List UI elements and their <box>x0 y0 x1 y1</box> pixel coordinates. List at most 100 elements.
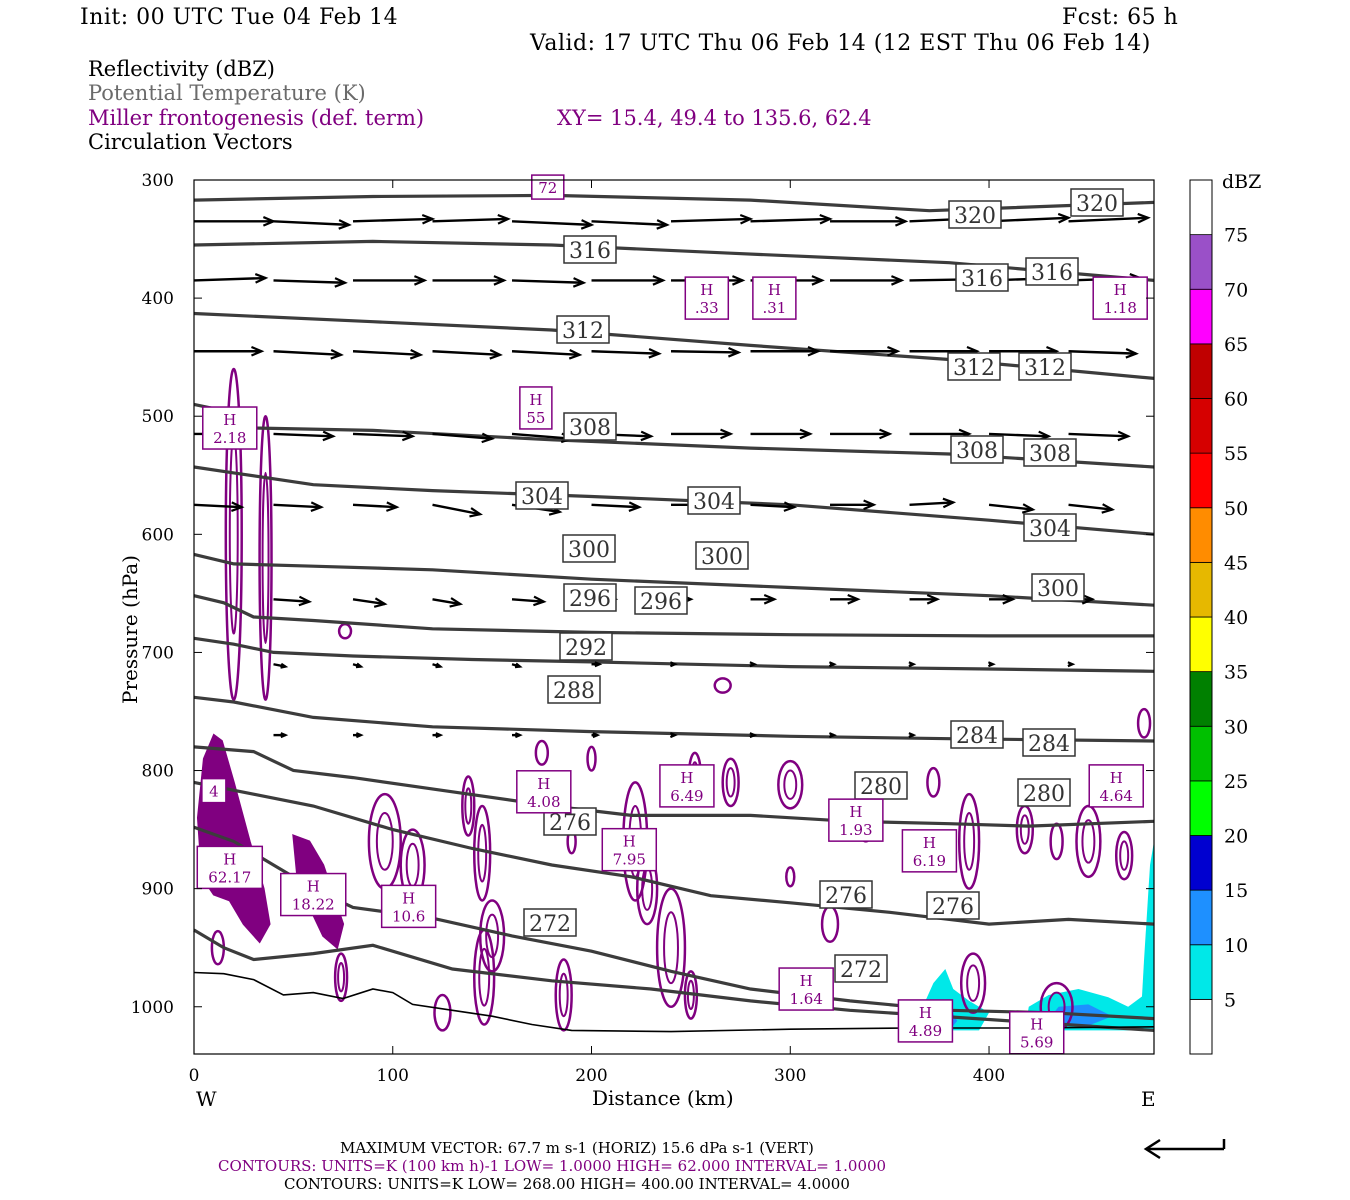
theta-label: 308 <box>563 412 617 441</box>
vector-arrow <box>511 219 595 230</box>
vector-arrow <box>750 213 833 225</box>
frontogenesis-contour-inner-32 <box>478 947 491 1007</box>
reference-vector-arrow <box>1143 1138 1226 1160</box>
vector-arrow <box>273 349 344 360</box>
svg-text:H: H <box>223 850 236 868</box>
frontogenesis-contour-inner-31 <box>337 962 346 993</box>
frontogenesis-contour-inner-7 <box>477 823 488 883</box>
theta-label: 284 <box>950 720 1004 749</box>
svg-text:2.18: 2.18 <box>213 429 246 447</box>
colorbar-tick-label: 40 <box>1224 607 1248 629</box>
vector-arrow <box>749 661 758 668</box>
colorbar-segment <box>1189 561 1213 618</box>
theta-line-304 <box>193 465 1155 536</box>
svg-text:6.49: 6.49 <box>670 787 703 805</box>
vector-arrow <box>432 275 507 286</box>
svg-text:316: 316 <box>1031 261 1073 286</box>
x-tick-label: 100 <box>377 1066 409 1086</box>
vector-arrow <box>669 661 678 668</box>
vector-arrow <box>987 661 996 668</box>
vector-arrow <box>193 273 269 284</box>
svg-text:304: 304 <box>693 490 735 515</box>
colorbar-tick-label: 15 <box>1224 880 1248 902</box>
frontogenesis-max-label: H2.18 <box>202 406 258 450</box>
frontogenesis-max-label: H1.93 <box>828 798 884 842</box>
frontogenesis-contour-30 <box>433 993 452 1032</box>
svg-text:4.08: 4.08 <box>527 793 560 811</box>
svg-text:H: H <box>223 411 236 429</box>
frontogenesis-max-label: H4.64 <box>1088 764 1144 808</box>
theta-label: 312 <box>1018 352 1072 381</box>
svg-text:H: H <box>1030 1016 1043 1034</box>
svg-text:320: 320 <box>954 204 996 229</box>
theta-label: 276 <box>819 880 873 909</box>
vector-arrow <box>352 349 424 360</box>
x-tick-label: 200 <box>575 1066 607 1086</box>
vector-arrow <box>432 732 444 739</box>
frontogenesis-contour-21 <box>926 766 941 798</box>
x-tick-label: 0 <box>189 1066 200 1086</box>
frontogenesis-contour-note: CONTOURS: UNITS=K (100 km h)-1 LOW= 1.00… <box>218 1157 887 1175</box>
theta-label: 300 <box>695 541 749 570</box>
colorbar-unit: dBZ <box>1222 171 1261 193</box>
vector-arrow <box>432 349 503 360</box>
vector-arrow <box>671 428 734 440</box>
vector-arrow <box>432 662 444 669</box>
theta-line-288 <box>193 695 1155 743</box>
vector-arrow <box>908 661 917 668</box>
svg-text:1.64: 1.64 <box>789 990 822 1008</box>
frontogenesis-contour-inner-5 <box>405 842 420 888</box>
frontogenesis-contour-inner-26 <box>1081 819 1096 864</box>
vector-arrow <box>352 430 416 442</box>
colorbar-segment <box>1189 725 1213 782</box>
frontogenesis-contour-inner-22 <box>963 812 976 871</box>
vector-arrow <box>273 430 336 442</box>
svg-text:4: 4 <box>209 783 219 801</box>
colorbar-tick-label: 20 <box>1224 826 1248 848</box>
svg-text:276: 276 <box>932 895 974 920</box>
vector-arrow <box>830 216 909 227</box>
frontogenesis-max-label: H.33 <box>684 276 730 320</box>
frontogenesis-contour-31 <box>333 952 349 1003</box>
svg-text:316: 316 <box>961 267 1003 292</box>
colorbar-tick-label: 60 <box>1224 389 1248 411</box>
vector-arrow <box>908 732 917 739</box>
vector-arrow <box>830 499 877 511</box>
vector-arrow <box>352 662 364 669</box>
svg-text:316: 316 <box>569 239 611 264</box>
svg-text:H: H <box>800 972 813 990</box>
frontogenesis-max-label: H62.17 <box>196 845 264 890</box>
xy-range: XY= 15.4, 49.4 to 135.6, 62.4 <box>557 106 872 130</box>
vector-arrow <box>273 501 325 512</box>
svg-text:H: H <box>700 281 713 299</box>
theta-label: 292 <box>559 632 613 661</box>
colorbar-segment <box>1189 889 1213 946</box>
svg-text:1.93: 1.93 <box>839 821 872 839</box>
colorbar-segment <box>1189 234 1213 290</box>
svg-text:308: 308 <box>569 416 611 441</box>
y-tick-label: 500 <box>142 407 174 427</box>
svg-text:62.17: 62.17 <box>208 868 251 886</box>
theta-label: 312 <box>556 315 610 344</box>
frontogenesis-contour-27 <box>1114 830 1134 881</box>
svg-text:300: 300 <box>568 538 610 563</box>
theta-label: 320 <box>948 200 1002 229</box>
frontogenesis-contour-inner-27 <box>1119 840 1130 871</box>
svg-text:292: 292 <box>565 636 607 661</box>
vector-arrow <box>273 732 289 739</box>
svg-text:H: H <box>1114 281 1127 299</box>
vector-arrow <box>988 212 1072 224</box>
x-axis-label: Distance (km) <box>592 1086 734 1110</box>
title-theta: Potential Temperature (K) <box>88 81 366 105</box>
svg-text:72: 72 <box>538 179 557 197</box>
svg-text:6.19: 6.19 <box>913 852 946 870</box>
vector-arrow <box>273 219 352 230</box>
vector-arrow <box>273 662 289 669</box>
frontogenesis-contour-25 <box>1049 822 1064 861</box>
y-tick-label: 700 <box>142 643 174 663</box>
vector-arrow <box>591 347 662 359</box>
frontogenesis-max-label: H7.95 <box>601 827 658 872</box>
frontogenesis-contour-14 <box>655 887 687 1009</box>
vector-arrow <box>353 275 428 286</box>
frontogenesis-max-label: H10.6 <box>380 884 437 929</box>
